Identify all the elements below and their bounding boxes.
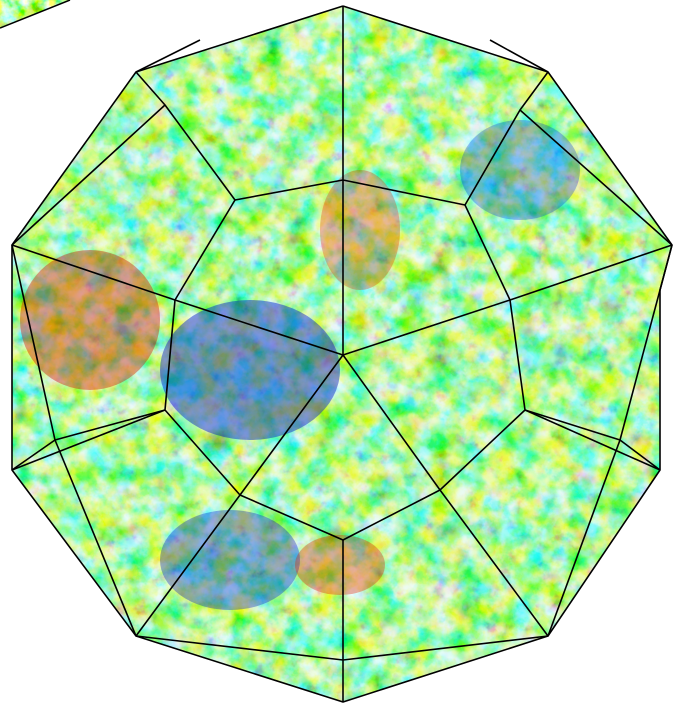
face-edge: [135, 71, 344, 201]
face-edge: [524, 409, 621, 441]
face-edge: [135, 635, 549, 661]
face-edge: [519, 109, 673, 246]
hot-spot: [20, 250, 160, 390]
face-edge: [489, 39, 549, 73]
face-edge: [11, 244, 176, 301]
cold-spot: [160, 300, 340, 440]
cold-spot: [160, 510, 300, 610]
hot-spot: [295, 535, 385, 595]
hot-spot: [320, 170, 400, 290]
corner-edge: [0, 0, 71, 29]
face-edge: [11, 5, 673, 703]
cold-spot: [460, 120, 580, 220]
polyhedron-edges: [11, 5, 673, 703]
face-edge: [135, 494, 241, 637]
face-edge: [54, 409, 166, 441]
face-edge: [524, 409, 661, 471]
face-edge: [439, 489, 549, 637]
face-edge: [164, 299, 344, 496]
face-edge: [11, 409, 166, 471]
face-edge: [547, 439, 621, 637]
face-edge: [135, 39, 201, 73]
face-edge: [342, 299, 526, 491]
face-edge: [54, 439, 137, 637]
face-edge: [11, 104, 166, 246]
face-edge: [509, 244, 673, 301]
